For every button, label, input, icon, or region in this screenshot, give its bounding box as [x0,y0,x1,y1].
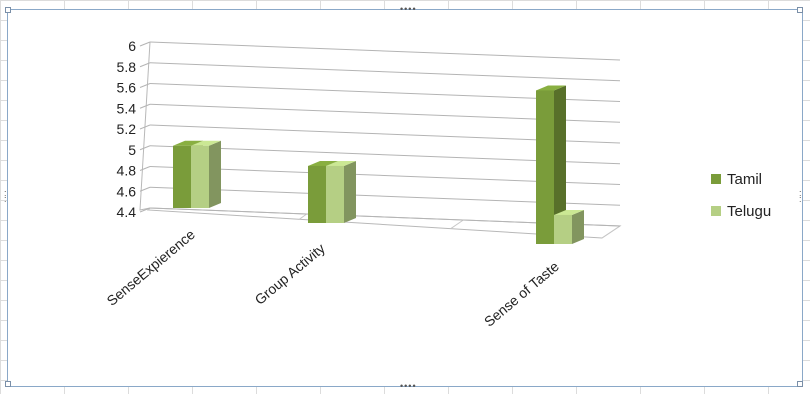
bar-side [209,140,221,208]
top-left-resize-handle[interactable] [5,7,11,13]
x-tick-label: Group Activity [251,240,327,308]
floor-divider [299,213,307,220]
y-tick-mark [139,124,151,130]
legend[interactable]: Tamil Telugu [711,171,771,220]
bottom-resize-handle[interactable]: •••• [400,381,417,391]
bar-top [191,140,221,146]
floor-divider [450,219,464,230]
bar-side [344,160,356,223]
bar-tamil-3 [536,85,566,244]
y-tick-label: 5.6 [117,80,137,96]
bar-top [554,209,584,215]
y-tick-label: 4.4 [117,204,137,220]
chart-area[interactable]: •••• •••• :: :: [4,4,803,391]
top-resize-handle[interactable]: •••• [400,4,417,14]
bar-telugu-2 [326,160,356,223]
bar-front [536,90,554,244]
top-right-resize-handle[interactable] [797,7,803,13]
gridline [149,62,621,82]
y-tick-mark [139,41,151,47]
bar-top [326,160,356,166]
bar-top [536,85,566,91]
y-axis-ticks: 6 5.8 5.6 5.4 5.2 5 4.8 4.6 4.4 [117,38,137,220]
y-tick-mark [139,62,151,68]
y-tick-mark [139,103,151,109]
bar-front [308,165,326,223]
bar-front [191,145,209,208]
y-tick-label: 5.4 [117,100,137,116]
y-tick-label: 5 [128,142,136,158]
legend-label-tamil: Tamil [727,171,762,188]
bottom-right-resize-handle[interactable] [797,381,803,387]
gridline [149,41,621,61]
bar-top [173,140,203,146]
bar-side [572,209,584,244]
legend-swatch-tamil [711,174,721,184]
y-tick-mark [139,166,151,171]
y-tick-label: 6 [128,38,136,54]
floor-divider [601,225,621,239]
y-tick-label: 5.2 [117,121,137,137]
y-tick-mark [139,207,151,213]
legend-swatch-telugu [711,206,721,216]
x-tick-label: SenseExpierence [104,226,199,309]
x-tick-label: Sense of Taste [481,258,562,330]
bottom-left-resize-handle[interactable] [5,381,11,387]
bar-front [554,214,572,244]
x-axis-labels: SenseExpierence Group Activity Sense of Ta… [104,226,563,330]
bar-front [326,165,344,223]
y-tick-label: 5.8 [117,59,137,75]
bar-telugu-3 [554,209,584,244]
bar-telugu-1 [191,140,221,208]
y-tick-mark [139,145,151,151]
y-tick-label: 4.6 [117,183,137,199]
right-resize-handle[interactable]: :: [799,188,803,204]
left-resize-handle[interactable]: :: [4,188,8,204]
y-tick-label: 4.8 [117,163,137,179]
bar-front [173,145,191,208]
y-tick-mark [139,186,151,192]
bar-top [308,160,338,166]
bars [173,85,584,244]
y-tick-mark [139,83,151,88]
side-wall [139,41,151,211]
legend-label-telugu: Telugu [727,203,771,220]
bar-side [554,85,566,244]
